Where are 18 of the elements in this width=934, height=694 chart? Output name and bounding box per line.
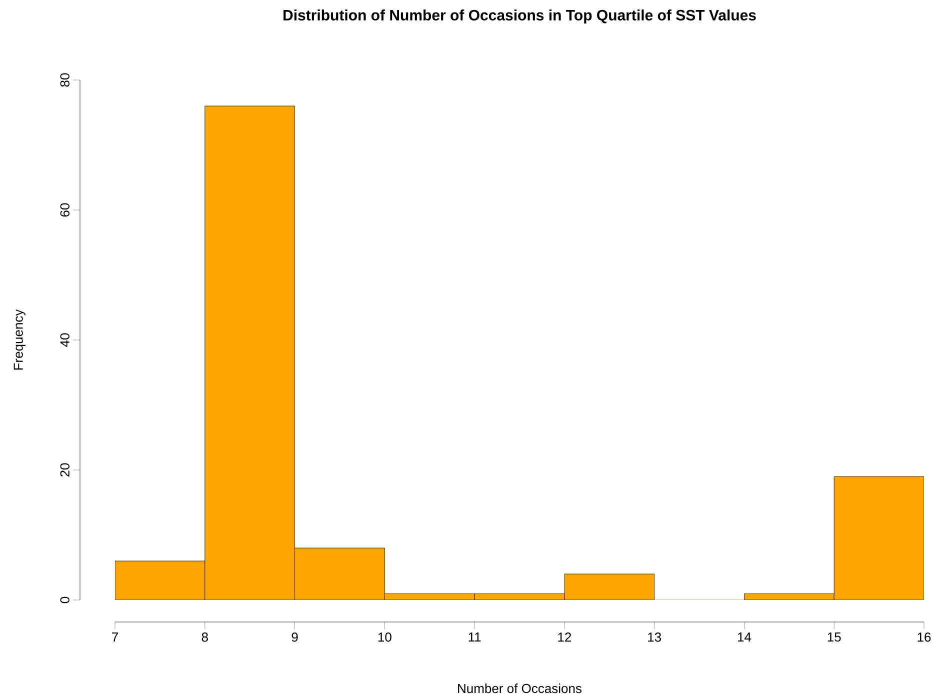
- x-tick-label: 14: [738, 632, 752, 642]
- x-tick-label: 12: [558, 632, 572, 642]
- x-axis-title: Number of Occasions: [458, 684, 582, 694]
- chart-title: Distribution of Number of Occasions in Top Quartile of SST Values: [284, 9, 756, 24]
- x-tick-label: 7: [112, 632, 118, 642]
- y-tick-label: 80: [60, 73, 70, 87]
- x-tick-label: 9: [292, 632, 298, 642]
- y-tick-label: 40: [60, 333, 70, 347]
- y-axis-title: Frequency: [14, 309, 26, 370]
- x-tick-label: 13: [648, 632, 661, 642]
- x-tick-label: 15: [828, 632, 841, 642]
- y-tick-label: 0: [60, 596, 70, 604]
- y-tick-label: 20: [60, 463, 70, 477]
- x-tick-label: 8: [202, 632, 208, 642]
- x-tick-label: 10: [378, 632, 392, 642]
- x-tick-label: 16: [918, 632, 931, 642]
- x-tick-label: 11: [468, 632, 481, 642]
- y-tick-label: 60: [60, 203, 70, 217]
